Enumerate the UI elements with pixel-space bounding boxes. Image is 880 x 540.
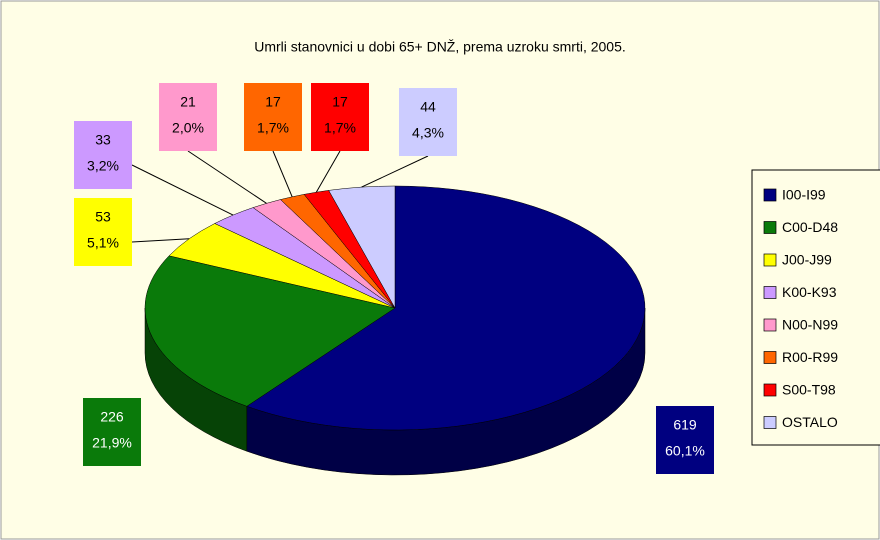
leader-line	[272, 150, 293, 197]
legend-label: S00-T98	[782, 382, 836, 398]
data-label-value: 17	[332, 94, 348, 110]
legend-swatch	[763, 188, 777, 202]
legend-label: I00-I99	[782, 187, 826, 203]
data-label-box	[74, 198, 132, 266]
legend-swatch	[763, 286, 777, 299]
slice	[246, 185, 646, 431]
leader-line	[131, 164, 234, 216]
legend-swatch	[763, 221, 777, 234]
data-label-percent: 60,1%	[665, 443, 705, 459]
data-label-percent: 1,7%	[324, 120, 356, 136]
slice	[144, 255, 396, 407]
data-label-value: 44	[420, 99, 436, 115]
data-label-box	[159, 83, 217, 151]
chart-title: Umrli stanovnici u dobi 65+ DNŽ, prema u…	[254, 39, 626, 55]
data-label-box	[74, 121, 132, 189]
data-label-percent: 21,9%	[92, 435, 132, 451]
leader-line	[315, 150, 341, 193]
data-label-box	[656, 406, 714, 474]
legend-label: R00-R99	[782, 349, 838, 365]
data-label-value: 53	[95, 209, 111, 225]
data-label-value: 33	[95, 132, 111, 148]
leader-line	[187, 150, 267, 204]
data-label-percent: 4,3%	[412, 125, 444, 141]
data-label-value: 17	[265, 94, 281, 110]
data-label-box	[311, 83, 369, 151]
legend-label: C00-D48	[782, 219, 838, 235]
legend-label: OSTALO	[782, 414, 838, 430]
leader-line	[131, 238, 190, 243]
data-label-value: 619	[673, 417, 697, 433]
data-label-percent: 5,1%	[87, 235, 119, 251]
legend-box	[751, 169, 880, 446]
data-label-box	[244, 83, 302, 151]
legend-swatch	[763, 351, 777, 364]
data-label-box	[399, 88, 457, 156]
data-label-percent: 3,2%	[87, 158, 119, 174]
legend-swatch	[763, 253, 777, 267]
legend-swatch	[763, 416, 777, 429]
legend-label: J00-J99	[782, 252, 832, 268]
leader-line	[361, 155, 429, 188]
legend-label: K00-K93	[782, 284, 837, 300]
data-label-box	[83, 398, 141, 466]
legend-swatch	[763, 318, 777, 332]
data-label-percent: 1,7%	[257, 120, 289, 136]
data-label-value: 21	[180, 94, 196, 110]
data-label-percent: 2,0%	[172, 120, 204, 136]
legend-label: N00-N99	[782, 317, 838, 333]
legend-swatch	[763, 383, 777, 397]
data-label-value: 226	[100, 409, 124, 425]
